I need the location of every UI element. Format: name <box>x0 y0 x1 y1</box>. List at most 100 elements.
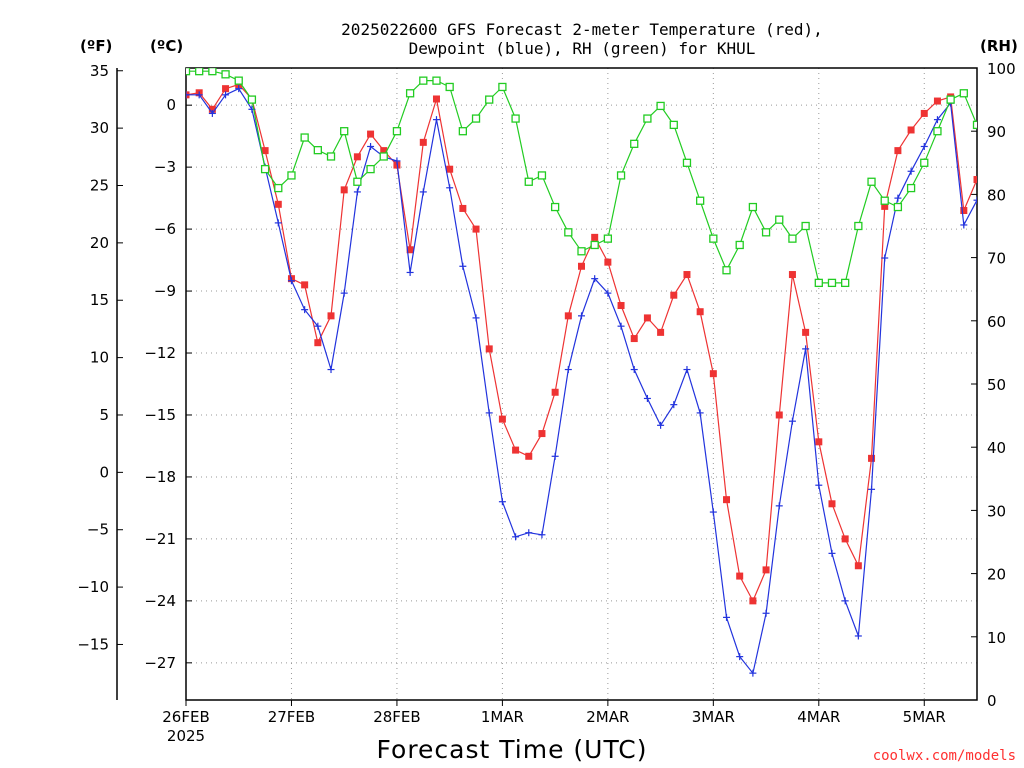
temperature-point <box>327 312 335 320</box>
rh-tick-label: 60 <box>987 313 1006 331</box>
dewpoint-point <box>459 262 467 270</box>
dewpoint-point <box>907 167 915 175</box>
rh-point <box>959 89 968 98</box>
rh-tick-label: 50 <box>987 376 1006 394</box>
x-tick-label: 1MAR <box>481 708 524 726</box>
grid-lines <box>186 68 977 700</box>
rh-point <box>340 127 349 136</box>
dewpoint-point <box>393 157 401 165</box>
fahrenheit-tick-label: 20 <box>90 234 109 252</box>
rh-point <box>933 127 942 136</box>
temperature-point <box>208 105 216 113</box>
temperature-point <box>485 345 493 353</box>
temperature-point <box>340 186 348 194</box>
x-tick-label: 3MAR <box>692 708 735 726</box>
celsius-tick-label: −9 <box>154 282 176 300</box>
rh-point <box>458 127 468 136</box>
dewpoint-point <box>802 345 810 353</box>
temperature-point <box>591 233 599 241</box>
temperature-point <box>709 370 717 378</box>
dewpoint-point <box>854 632 862 640</box>
rh-point <box>946 95 955 104</box>
celsius-tick-label: −15 <box>144 406 176 424</box>
dewpoint-point <box>657 421 665 429</box>
dewpoint-point <box>604 289 612 297</box>
temperature-point <box>512 446 520 454</box>
dewpoint-point <box>841 597 849 605</box>
rh-point <box>841 278 850 288</box>
fahrenheit-tick-label: 30 <box>90 119 109 137</box>
temperature-point <box>314 339 322 347</box>
dewpoint-point <box>353 188 361 196</box>
temperature-point <box>881 202 889 210</box>
fahrenheit-tick-label: 35 <box>90 62 109 80</box>
rh-point <box>735 240 744 250</box>
x-tick-sublabel: 2025 <box>167 727 205 745</box>
rh-point <box>234 76 243 85</box>
temperature-point <box>696 308 704 316</box>
rh-point <box>485 95 494 104</box>
dewpoint-line <box>186 87 977 675</box>
temperature-point <box>920 109 928 117</box>
celsius-tick-label: 0 <box>166 96 176 114</box>
dewpoint-point <box>630 366 638 374</box>
dewpoint-point <box>287 277 295 285</box>
dewpoint-point <box>485 409 493 417</box>
temperature-point <box>472 225 480 233</box>
dewpoint-point <box>327 366 335 374</box>
dewpoint-point <box>367 142 375 150</box>
temperature-point <box>222 85 230 93</box>
dewpoint-point <box>696 409 704 417</box>
dewpoint-point <box>788 417 796 425</box>
celsius-tick-label: −24 <box>144 592 176 610</box>
temperature-point <box>815 438 823 446</box>
dewpoint-point <box>683 366 691 374</box>
fahrenheit-unit-label: (ºF) <box>80 37 112 55</box>
rh-point <box>537 171 547 180</box>
temperature-point <box>432 95 440 103</box>
temperature-point <box>894 147 902 155</box>
rh-point <box>722 266 731 275</box>
rh-tick-label: 70 <box>987 250 1006 268</box>
temperature-point <box>960 207 968 215</box>
rh-tick-label: 90 <box>987 123 1006 141</box>
temperature-point <box>657 328 665 336</box>
temperature-point <box>564 312 572 320</box>
fahrenheit-tick-label: −5 <box>87 521 109 539</box>
dewpoint-point <box>208 109 216 117</box>
dewpoint-point <box>736 653 744 661</box>
temperature-point <box>367 130 375 138</box>
rh-point <box>880 196 889 205</box>
dewpoint-point <box>815 481 823 489</box>
axes: 35302520151050−5−10−150−3−6−9−12−15−18−2… <box>77 60 1015 745</box>
rh-point <box>366 164 375 174</box>
rh-point <box>405 89 415 98</box>
rh-point <box>603 234 613 243</box>
dewpoint-point <box>551 452 559 460</box>
dewpoint-point <box>643 394 651 402</box>
dewpoint-point <box>406 268 414 276</box>
celsius-tick-label: −21 <box>144 530 176 548</box>
temperature-point <box>274 200 282 208</box>
celsius-tick-label: −27 <box>144 654 176 672</box>
rh-point <box>867 177 876 186</box>
dewpoint-point <box>973 196 977 204</box>
temperature-point <box>670 291 678 299</box>
rh-point <box>287 171 296 180</box>
rh-point <box>524 177 533 186</box>
dewpoint-point <box>762 609 770 617</box>
rh-point <box>353 177 362 186</box>
dewpoint-point <box>960 221 968 229</box>
rh-point <box>748 202 758 212</box>
temperature-point <box>828 500 836 508</box>
rh-point <box>682 158 692 167</box>
temperature-point <box>380 147 388 155</box>
x-tick-label: 26FEB <box>162 708 209 726</box>
temperature-point <box>802 328 810 336</box>
temperature-point <box>406 246 414 254</box>
dewpoint-point <box>894 194 902 202</box>
temperature-point <box>301 281 309 289</box>
temperature-point <box>353 153 361 161</box>
temperature-point <box>788 271 796 279</box>
